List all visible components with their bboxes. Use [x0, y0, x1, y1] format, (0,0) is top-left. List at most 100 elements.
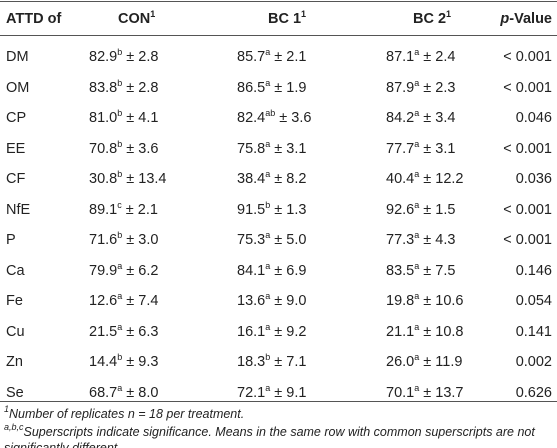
value-cell: 72.1a ± 9.1	[237, 382, 307, 402]
superscript: ab	[265, 108, 276, 118]
value-cell: 79.9a ± 6.2	[89, 261, 159, 280]
header-sup: 1	[301, 9, 307, 19]
p-value: 0.002	[515, 354, 552, 370]
value-cell: 82.9b ± 2.8	[89, 48, 158, 66]
superscript: a	[265, 321, 271, 332]
sd: ± 6.9	[274, 262, 307, 279]
sd: ± 2.8	[126, 79, 159, 96]
mean: 84.2	[386, 110, 415, 126]
sd: ± 6.2	[126, 262, 159, 279]
sd: ± 2.3	[423, 79, 456, 96]
p-value: 0.141	[515, 323, 552, 340]
sd: ± 7.4	[126, 293, 159, 309]
mean: 18.3	[237, 354, 266, 370]
superscript: b	[117, 169, 123, 179]
value-cell: 75.8a ± 3.1	[237, 138, 307, 158]
superscript: b	[265, 199, 271, 210]
sd: ± 2.1	[274, 49, 307, 65]
value-cell: 91.5b ± 1.3	[237, 199, 306, 219]
mean: 77.7	[386, 140, 415, 157]
mean: 72.1	[237, 384, 266, 401]
superscript: b	[117, 47, 123, 57]
value-cell: 13.6a ± 9.0	[237, 292, 306, 310]
header-text: ATTD of	[6, 11, 62, 27]
row-label: OM	[6, 79, 30, 96]
sd: ± 3.4	[423, 110, 456, 126]
value-cell: 87.1a ± 2.4	[386, 48, 455, 66]
footnote-sup: 1	[4, 404, 10, 414]
superscript: a	[414, 291, 420, 301]
sd: ± 9.0	[274, 293, 307, 309]
value-cell: 12.6a ± 7.4	[89, 292, 158, 310]
mean: 38.4	[237, 171, 266, 187]
sd: ± 9.1	[274, 384, 307, 401]
rule	[0, 401, 557, 402]
value-cell: 81.0b ± 4.1	[89, 109, 158, 127]
superscript: b	[117, 230, 123, 240]
header-italic: p	[500, 11, 510, 27]
mean: 86.5	[237, 79, 266, 96]
row-label: DM	[6, 49, 29, 65]
value-cell: 19.8a ± 10.6	[386, 292, 464, 310]
sd: ± 3.1	[274, 140, 307, 157]
mean: 71.6	[89, 232, 118, 248]
header-text: BC 1	[268, 11, 302, 27]
row-label: Cu	[6, 323, 25, 340]
row-label: EE	[6, 140, 26, 157]
mean: 82.9	[89, 49, 118, 65]
mean: 87.9	[386, 79, 415, 96]
p-value: 0.036	[515, 171, 552, 187]
mean: 40.4	[386, 171, 415, 187]
sd: ± 5.0	[274, 232, 307, 248]
row-label: Se	[6, 384, 24, 401]
superscript: b	[265, 352, 271, 362]
superscript: a	[414, 108, 420, 118]
value-cell: 70.8b ± 3.6	[89, 139, 159, 158]
superscript: c	[117, 199, 122, 210]
sd: ± 8.2	[274, 171, 307, 187]
header-text: -Value	[509, 11, 552, 27]
superscript: a	[117, 382, 123, 393]
sd: ± 3.0	[126, 232, 159, 248]
mean: 26.0	[386, 354, 415, 370]
p-value: 0.054	[515, 293, 552, 309]
superscript: a	[414, 382, 420, 393]
superscript: b	[117, 352, 123, 362]
superscript: b	[117, 108, 123, 118]
mean: 68.7	[89, 384, 118, 401]
sd: ± 9.3	[126, 354, 159, 370]
value-cell: 18.3b ± 7.1	[237, 353, 306, 371]
sd: ± 1.5	[423, 201, 456, 218]
superscript: a	[265, 138, 271, 149]
mean: 87.1	[386, 49, 415, 65]
sd: ± 9.2	[274, 323, 307, 340]
footnote-sup: a,b,c	[4, 422, 24, 432]
superscript: a	[265, 382, 271, 393]
sd: ± 10.8	[423, 323, 464, 340]
footnote-text: Superscripts indicate significance. Mean…	[4, 425, 535, 448]
p-value: < 0.001	[503, 49, 552, 65]
value-cell: 82.4ab ± 3.6	[237, 109, 311, 127]
sd: ± 4.1	[126, 110, 159, 126]
sd: ± 4.3	[423, 232, 456, 248]
mean: 12.6	[89, 293, 118, 309]
value-cell: 40.4a ± 12.2	[386, 170, 464, 188]
mean: 89.1	[89, 201, 118, 218]
sd: ± 10.6	[423, 293, 464, 309]
mean: 83.5	[386, 262, 415, 279]
p-value: < 0.001	[503, 201, 552, 218]
footnote: a,b,cSuperscripts indicate significance.…	[4, 422, 552, 448]
sd: ± 3.6	[126, 140, 159, 157]
value-cell: 71.6b ± 3.0	[89, 231, 158, 249]
mean: 84.1	[237, 262, 266, 279]
rule	[0, 35, 557, 36]
superscript: a	[414, 352, 420, 362]
sd: ± 1.9	[274, 79, 307, 96]
value-cell: 84.2a ± 3.4	[386, 109, 455, 127]
value-cell: 26.0a ± 11.9	[386, 353, 462, 371]
superscript: b	[117, 77, 123, 88]
value-cell: 21.5a ± 6.3	[89, 322, 158, 341]
mean: 70.8	[89, 140, 118, 157]
superscript: a	[414, 230, 420, 240]
row-label: NfE	[6, 201, 31, 218]
